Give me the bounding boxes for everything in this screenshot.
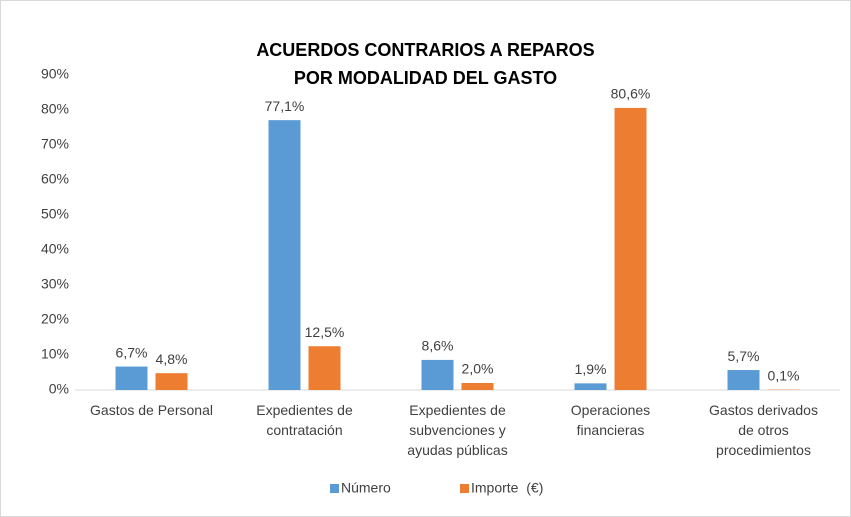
bar — [308, 346, 341, 390]
bar — [155, 373, 188, 390]
legend-swatch — [330, 484, 339, 493]
bar — [421, 359, 454, 390]
y-tick-label: 10% — [41, 346, 69, 362]
value-label: 1,9% — [575, 361, 607, 377]
value-label: 12,5% — [305, 324, 345, 340]
y-tick-label: 40% — [41, 241, 69, 257]
x-tick-label: Expedientes de subvenciones y ayudas púb… — [407, 402, 508, 458]
x-tick-label: Expedientes de contratación — [256, 402, 353, 438]
value-label: 0,1% — [768, 367, 800, 383]
value-label: 77,1% — [265, 98, 305, 114]
value-label: 80,6% — [611, 86, 651, 102]
y-tick-label: 90% — [41, 66, 69, 82]
y-tick-label: 0% — [49, 381, 69, 397]
bar — [268, 120, 301, 391]
value-label: 2,0% — [462, 361, 494, 377]
y-tick-label: 20% — [41, 311, 69, 327]
y-tick-label: 30% — [41, 276, 69, 292]
y-tick-label: 80% — [41, 101, 69, 117]
value-label: 4,8% — [156, 351, 188, 367]
y-tick-label: 60% — [41, 171, 69, 187]
bar — [614, 107, 647, 391]
bar — [461, 383, 494, 390]
x-tick-label: Gastos derivados de otros procedimientos — [709, 402, 818, 458]
bar — [574, 383, 607, 390]
y-tick-label: 70% — [41, 136, 69, 152]
bar — [115, 366, 148, 390]
y-tick-label: 50% — [41, 206, 69, 222]
chart-title: ACUERDOS CONTRARIOS A REPAROS POR MODALI… — [256, 40, 595, 88]
legend-label: Importe (€) — [471, 480, 543, 496]
legend-label: Número — [341, 480, 391, 496]
legend-swatch — [460, 484, 469, 493]
value-label: 5,7% — [728, 348, 760, 364]
value-label: 8,6% — [422, 338, 454, 354]
value-label: 6,7% — [116, 344, 148, 360]
x-tick-label: Operaciones financieras — [570, 402, 651, 438]
bar — [727, 370, 760, 390]
x-tick-label: Gastos de Personal — [90, 402, 213, 418]
